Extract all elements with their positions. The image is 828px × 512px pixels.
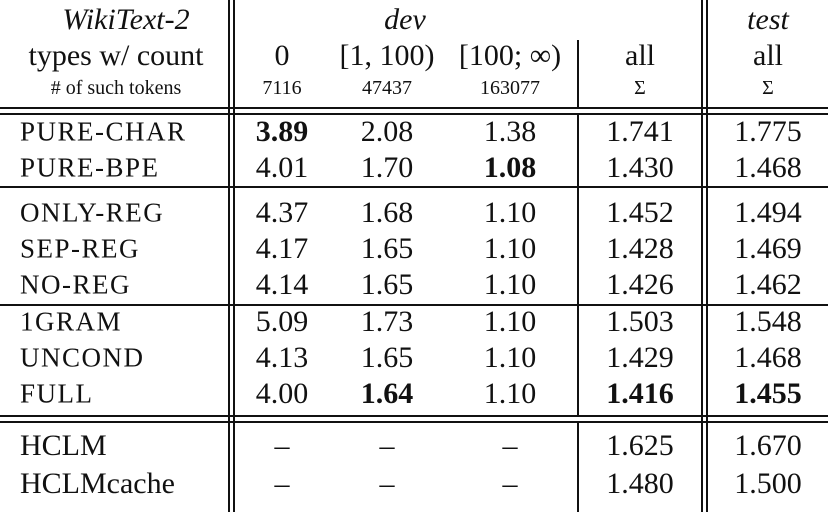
table-cell: 1.08 (483, 151, 537, 184)
table-cell: – (502, 467, 518, 500)
table-cell: 1.469 (734, 232, 802, 265)
table-cell: 1.500 (734, 467, 802, 500)
horizontal-rule (0, 107, 828, 109)
table-cell: – (274, 467, 290, 500)
table-cell: – (274, 429, 290, 462)
table-cell: 1.503 (606, 305, 674, 338)
table-cell: 1.10 (483, 341, 537, 374)
horizontal-rule (0, 421, 828, 423)
table-cell: 1.64 (360, 377, 414, 410)
table-cell: 1.480 (606, 467, 674, 500)
row-label: PURE-CHAR (20, 116, 187, 147)
table-cell: 3.89 (255, 115, 309, 148)
vertical-rule (233, 0, 235, 512)
dev-header: dev (384, 3, 426, 36)
header-count-bucket: 0 (274, 39, 290, 72)
table-cell: 1.416 (606, 377, 674, 410)
table-cell: 1.10 (483, 305, 537, 338)
table-cell: 1.462 (734, 268, 802, 301)
table-cell: 2.08 (360, 115, 414, 148)
horizontal-rule (0, 113, 828, 115)
header-token-count: 47437 (362, 77, 412, 99)
table-cell: – (379, 467, 395, 500)
row-label: NO-REG (20, 269, 131, 300)
table-cell: 4.14 (255, 268, 309, 301)
table-cell: 1.10 (483, 196, 537, 229)
tokens-count-label: # of such tokens (50, 77, 182, 99)
vertical-rule (577, 421, 579, 512)
table-cell: 1.68 (360, 196, 414, 229)
row-label: SEP-REG (20, 233, 141, 264)
table-cell: 1.65 (360, 341, 414, 374)
table-cell: 4.00 (255, 377, 309, 410)
table-cell: 1.548 (734, 305, 802, 338)
row-label: 1GRAM (20, 306, 123, 337)
row-label: FULL (20, 378, 94, 409)
table-cell: 4.13 (255, 341, 309, 374)
row-label: ONLY-REG (20, 197, 165, 228)
row-label: UNCOND (20, 342, 145, 373)
header-token-count: 163077 (480, 77, 540, 99)
table-cell: 5.09 (255, 305, 309, 338)
table-cell: 1.65 (360, 232, 414, 265)
table-cell: 1.741 (606, 115, 674, 148)
table-cell: 1.38 (483, 115, 537, 148)
table-cell: 1.65 (360, 268, 414, 301)
row-label: HCLM (20, 429, 107, 462)
header-count-bucket: all (753, 39, 783, 72)
vertical-rule (706, 0, 708, 512)
table-cell: – (379, 429, 395, 462)
vertical-rule (577, 113, 579, 415)
vertical-rule (577, 40, 579, 107)
table-cell: 1.10 (483, 268, 537, 301)
dataset-title: WikiText-2 (62, 3, 190, 36)
table-cell: 1.468 (734, 151, 802, 184)
horizontal-rule (0, 304, 828, 306)
header-count-bucket: [100; ∞) (458, 39, 562, 72)
row-label: HCLMcache (20, 467, 175, 500)
test-header: test (747, 3, 789, 36)
header-count-bucket: all (625, 39, 655, 72)
table-cell: 1.494 (734, 196, 802, 229)
table-cell: 1.468 (734, 341, 802, 374)
table-cell: 4.01 (255, 151, 309, 184)
table-cell: 1.452 (606, 196, 674, 229)
header-count-bucket: [1, 100) (339, 39, 435, 72)
table-cell: 1.70 (360, 151, 414, 184)
table-cell: 1.430 (606, 151, 674, 184)
table-cell: 1.426 (606, 268, 674, 301)
table-cell: 1.10 (483, 377, 537, 410)
table-cell: 1.670 (734, 429, 802, 462)
header-token-count: 7116 (262, 77, 302, 99)
table-cell: – (502, 429, 518, 462)
table-cell: 1.429 (606, 341, 674, 374)
table-cell: 1.455 (734, 377, 802, 410)
table-cell: 1.10 (483, 232, 537, 265)
vertical-rule (228, 0, 230, 512)
table-cell: 1.625 (606, 429, 674, 462)
table-cell: 4.37 (255, 196, 309, 229)
horizontal-rule (0, 186, 828, 188)
table-cell: 1.428 (606, 232, 674, 265)
row-label: PURE-BPE (20, 152, 160, 183)
table-cell: 4.17 (255, 232, 309, 265)
table-cell: 1.775 (734, 115, 802, 148)
header-token-count: Σ (634, 77, 646, 99)
table-cell: 1.73 (360, 305, 414, 338)
header-token-count: Σ (762, 77, 774, 99)
vertical-rule (701, 0, 703, 512)
horizontal-rule (0, 415, 828, 417)
types-count-label: types w/ count (28, 39, 204, 72)
